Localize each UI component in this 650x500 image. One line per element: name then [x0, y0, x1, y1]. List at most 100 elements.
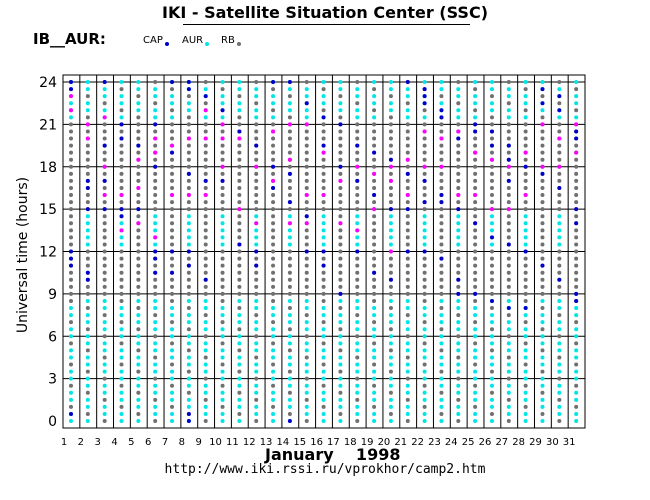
rb-point [287, 129, 292, 134]
aur-point [473, 80, 478, 84]
overlay-point [422, 129, 427, 134]
aur-point [338, 334, 343, 339]
rb-point [523, 341, 528, 346]
overlay-point [220, 136, 225, 141]
rb-point [372, 129, 377, 134]
rb-point [237, 228, 242, 233]
rb-point [422, 383, 427, 388]
rb-point [170, 404, 175, 409]
rb-point [85, 115, 90, 120]
cap-point [473, 291, 478, 296]
cap-point [203, 277, 208, 282]
rb-point [372, 277, 377, 282]
rb-point [287, 94, 292, 99]
rb-point [254, 270, 259, 275]
rb-point [439, 178, 444, 183]
aur-point [405, 87, 410, 92]
aur-point [372, 369, 377, 374]
aur-point [271, 348, 276, 353]
rb-point [540, 369, 545, 374]
cap-point [506, 242, 511, 247]
aur-point [574, 313, 579, 318]
rb-point [102, 136, 107, 141]
cap-point [557, 108, 562, 113]
aur-point [136, 383, 141, 388]
aur-point [405, 94, 410, 99]
overlay-point [102, 164, 107, 169]
aur-point [85, 376, 90, 381]
cap-point [69, 80, 73, 84]
rb-point [473, 214, 478, 219]
legend-item-rb: RB [221, 35, 241, 46]
rb-point [405, 242, 410, 247]
rb-point [119, 270, 124, 275]
rb-point [506, 150, 511, 155]
rb-point [372, 341, 377, 346]
rb-point [220, 341, 225, 346]
footer-url[interactable]: http://www.iki.rssi.ru/vprokhor/camp2.ht… [164, 462, 486, 477]
aur-point [170, 348, 175, 353]
aur-point [338, 362, 343, 367]
rb-point [321, 157, 326, 162]
rb-point [153, 143, 158, 148]
aur-point [422, 376, 427, 381]
rb-point [355, 334, 360, 339]
rb-point [574, 178, 579, 183]
rb-point [574, 383, 579, 388]
rb-point [304, 171, 309, 176]
cap-point [186, 419, 191, 423]
rb-point [506, 419, 511, 423]
aur-point [574, 348, 579, 353]
aur-point [506, 115, 511, 120]
rb-point [271, 263, 276, 268]
aur-point [506, 383, 511, 388]
rb-point [186, 390, 191, 395]
aur-point [85, 362, 90, 367]
cap-point [506, 178, 511, 183]
rb-point [304, 185, 309, 190]
rb-point [136, 348, 141, 353]
aur-point [254, 383, 259, 388]
rb-point [203, 157, 208, 162]
aur-point [287, 397, 292, 402]
aur-point [355, 306, 360, 310]
rb-point [136, 242, 141, 247]
rb-point [102, 263, 107, 268]
rb-point [304, 263, 309, 268]
rb-point [388, 171, 393, 176]
aur-point [119, 369, 124, 374]
rb-point [186, 270, 191, 275]
rb-point [271, 242, 276, 247]
cap-point [506, 143, 511, 148]
rb-point [489, 306, 494, 310]
rb-point [321, 284, 326, 289]
rb-point [220, 320, 225, 325]
aur-point [136, 313, 141, 318]
cap-point [102, 207, 107, 212]
rb-point [271, 143, 276, 148]
aur-point [304, 390, 309, 395]
rb-point [540, 306, 545, 310]
aur-point [321, 334, 326, 339]
overlay-point [287, 221, 292, 226]
aur-point [405, 320, 410, 325]
aur-point [456, 383, 461, 388]
rb-point [170, 242, 175, 247]
rb-point [388, 306, 393, 310]
rb-point [372, 122, 377, 127]
rb-point [170, 171, 175, 176]
rb-point [136, 277, 141, 282]
rb-point [186, 143, 191, 148]
rb-point [102, 313, 107, 318]
rb-point [186, 327, 191, 332]
rb-point [102, 419, 107, 423]
aur-point [136, 87, 141, 92]
aur-point [254, 298, 259, 303]
rb-point [203, 150, 208, 155]
rb-point [540, 157, 545, 162]
rb-point [422, 341, 427, 346]
aur-point [456, 214, 461, 219]
aur-point [405, 390, 410, 395]
rb-point [85, 327, 90, 332]
